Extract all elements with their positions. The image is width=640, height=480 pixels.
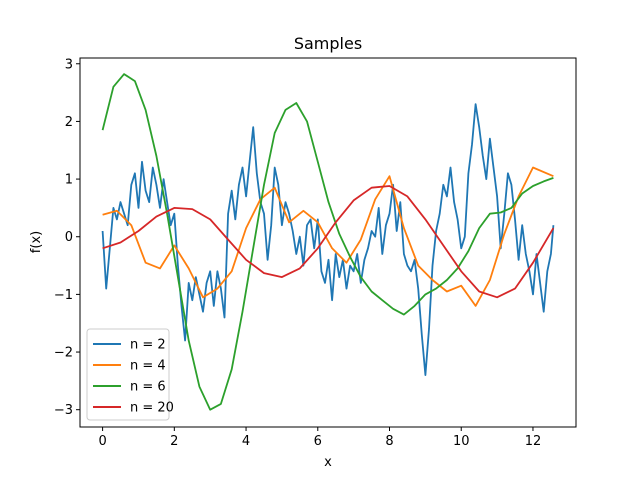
x-tick-label: 12 <box>525 434 542 449</box>
x-axis-label: x <box>324 455 332 470</box>
legend-box <box>86 328 170 421</box>
x-tick-label: 6 <box>314 434 322 449</box>
y-tick-label: 2 <box>65 115 73 130</box>
y-tick-label: 1 <box>65 173 73 188</box>
x-tick-label: 4 <box>242 434 250 449</box>
x-tick-label: 0 <box>98 434 106 449</box>
legend-label-1: n = 2 <box>130 338 166 353</box>
y-axis: −3 −2 −1 0 1 2 3 <box>54 57 80 418</box>
legend: n = 2 n = 4 n = 6 n = 20 <box>86 328 174 421</box>
series-line-4 <box>102 185 555 299</box>
legend-label-4: n = 20 <box>130 401 174 416</box>
x-tick-label: 10 <box>453 434 470 449</box>
y-tick-label: 0 <box>65 230 73 245</box>
x-tick-label: 8 <box>385 434 393 449</box>
legend-label-3: n = 6 <box>130 380 166 395</box>
chart-title: Samples <box>294 34 362 53</box>
y-tick-label: 3 <box>65 57 73 72</box>
x-axis: 0 2 4 6 8 10 12 <box>98 427 541 449</box>
series-line-2 <box>102 166 554 307</box>
y-tick-label: −2 <box>54 346 73 361</box>
plot-frame <box>79 57 577 428</box>
series-line-1 <box>101 103 555 377</box>
y-tick-label: −1 <box>54 288 73 303</box>
y-tick-label: −3 <box>54 403 73 418</box>
legend-label-2: n = 4 <box>130 359 166 374</box>
series-line-3 <box>101 73 554 411</box>
x-tick-label: 2 <box>170 434 178 449</box>
series-layer <box>101 73 555 411</box>
y-axis-label: f(x) <box>29 231 44 253</box>
